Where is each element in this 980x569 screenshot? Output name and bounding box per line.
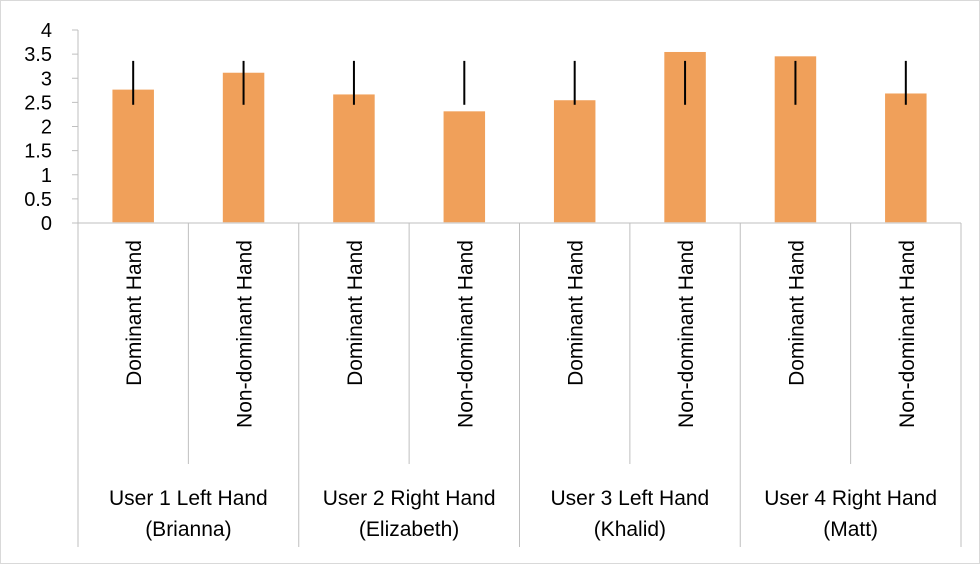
bar xyxy=(442,109,487,224)
y-tick-label: 2.5 xyxy=(24,92,52,114)
y-tick-label: 3.5 xyxy=(24,44,52,66)
group-label: (Brianna) xyxy=(145,518,231,541)
category-label: Dominant Hand xyxy=(565,240,588,386)
bars xyxy=(110,50,929,224)
y-axis: 00.511.52 2.533.54 xyxy=(24,20,79,235)
group-label: (Matt) xyxy=(823,518,878,541)
group-label: (Elizabeth) xyxy=(359,518,459,541)
category-label: Dominant Hand xyxy=(785,240,808,386)
y-tick-label: 0.5 xyxy=(24,189,52,211)
group-label: User 2 Right Hand xyxy=(323,487,496,510)
category-label: Non-dominant Hand xyxy=(454,240,477,428)
y-tick-label: 4 xyxy=(41,20,52,42)
y-tick-label: 2 xyxy=(41,117,52,139)
y-tick-label: 1.5 xyxy=(24,141,52,163)
group-label: User 3 Left Hand xyxy=(550,487,709,510)
bar xyxy=(552,98,597,224)
y-tick-label: 3 xyxy=(41,68,52,90)
category-label: Non-dominant Hand xyxy=(675,240,698,428)
category-label: Non-dominant Hand xyxy=(234,240,257,428)
bar xyxy=(110,88,156,224)
category-label: Dominant Hand xyxy=(344,240,367,386)
category-label: Non-dominant Hand xyxy=(896,240,919,428)
group-label: User 4 Right Hand xyxy=(764,487,937,510)
bar xyxy=(331,92,377,224)
bar xyxy=(883,91,929,224)
category-label: Dominant Hand xyxy=(123,240,146,386)
group-label: User 1 Left Hand xyxy=(109,487,268,510)
group-label: (Khalid) xyxy=(594,518,666,541)
x-axis: Dominant Hand Non-dominant Hand User 1 Lef… xyxy=(77,222,962,547)
error-bars xyxy=(132,60,907,105)
y-tick-label: 1 xyxy=(41,165,52,187)
y-tick-label: 0 xyxy=(41,213,52,235)
